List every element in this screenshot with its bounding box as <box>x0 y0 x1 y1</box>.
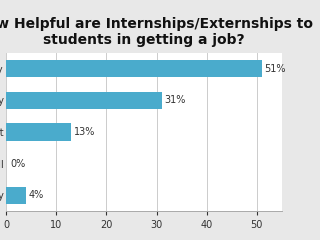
Title: How Helpful are Internships/Externships to
students in getting a job?: How Helpful are Internships/Externships … <box>0 17 313 48</box>
Bar <box>6 186 27 204</box>
Bar <box>6 123 71 141</box>
Text: 4%: 4% <box>29 190 44 200</box>
Bar <box>6 60 261 78</box>
Text: 13%: 13% <box>74 127 95 137</box>
Bar <box>6 92 162 109</box>
Text: 51%: 51% <box>264 64 285 74</box>
Text: 0%: 0% <box>11 159 26 169</box>
Text: 31%: 31% <box>164 95 185 105</box>
